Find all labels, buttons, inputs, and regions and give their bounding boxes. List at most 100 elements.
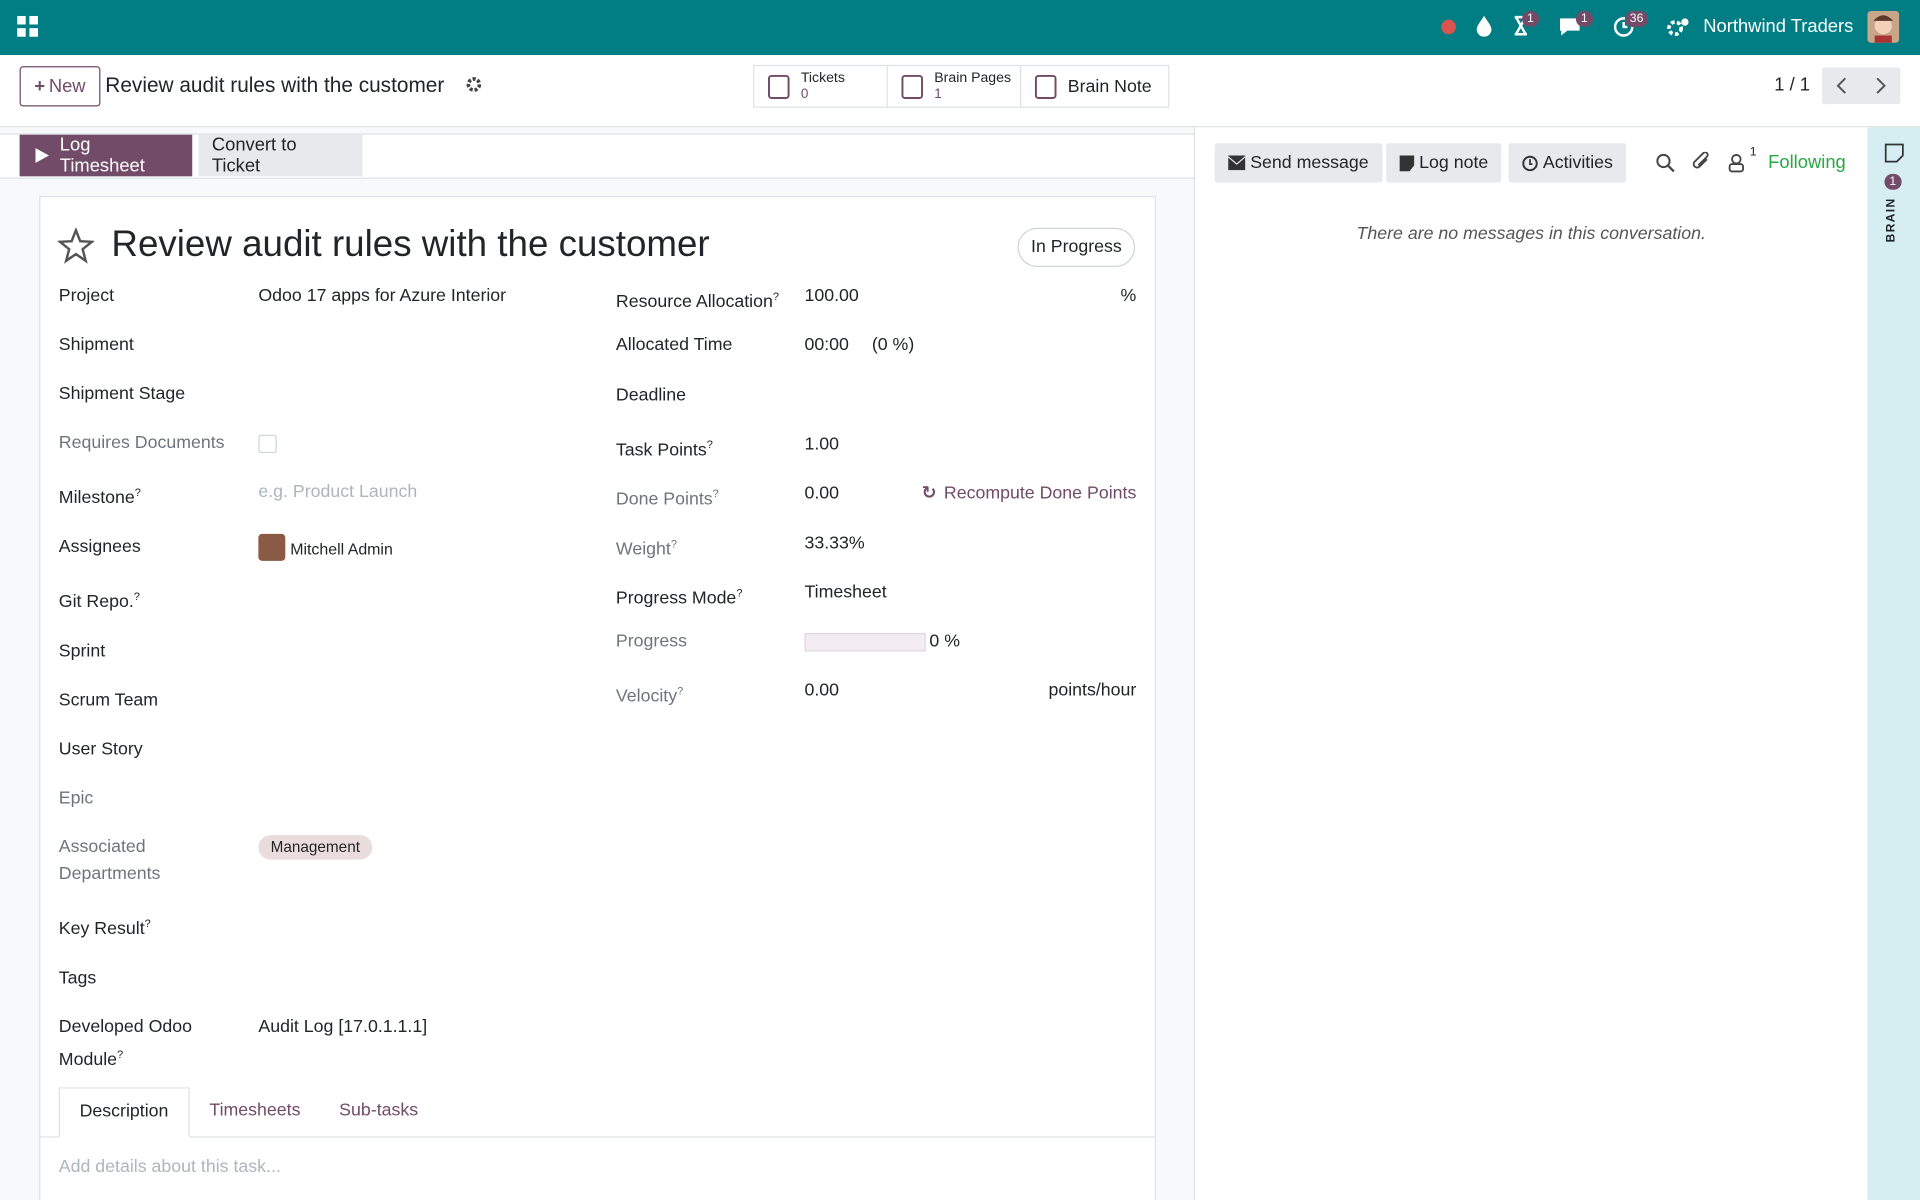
- field-label: Weight?: [616, 530, 812, 563]
- field-value[interactable]: Timesheet: [804, 582, 887, 603]
- priority-star[interactable]: [57, 227, 95, 265]
- field-value[interactable]: 1.00: [804, 434, 840, 455]
- field-label: Allocated Time: [616, 332, 812, 359]
- action-label: Recompute Done Points: [943, 483, 1137, 504]
- tag[interactable]: Management: [258, 835, 373, 860]
- convert-button[interactable]: Convert to Ticket: [198, 134, 363, 177]
- button-label: Activities: [1542, 153, 1613, 173]
- progress-label: 0 %: [929, 631, 961, 652]
- field-label: Sprint: [59, 638, 243, 665]
- tab[interactable]: Description: [58, 1087, 190, 1138]
- help-marker[interactable]: ?: [134, 486, 141, 499]
- help-marker[interactable]: ?: [706, 438, 713, 451]
- tab[interactable]: Timesheets: [209, 1100, 301, 1121]
- help-marker[interactable]: ?: [677, 684, 684, 698]
- field-label: Shipment: [59, 332, 243, 359]
- log-timesheet-button[interactable]: Log Timesheet: [19, 134, 193, 177]
- help-marker[interactable]: ?: [772, 290, 780, 303]
- following-button[interactable]: Following: [1768, 151, 1846, 173]
- mail-icon: [1228, 155, 1246, 171]
- action-button[interactable]: ↻ Recompute Done Points: [891, 480, 1137, 507]
- badge: 1: [1522, 11, 1539, 27]
- drop-icon[interactable]: [1476, 15, 1493, 37]
- attachment-icon[interactable]: [1692, 151, 1712, 174]
- followers-icon[interactable]: [1728, 153, 1745, 173]
- chatter: Send message Log note Activities 1 Follo…: [1195, 127, 1868, 1200]
- smart-icon: [768, 74, 790, 99]
- field-value[interactable]: Audit Log [17.0.1.1.1]: [258, 1017, 428, 1038]
- timer-icon[interactable]: [1512, 15, 1529, 37]
- help-marker[interactable]: ?: [133, 590, 140, 603]
- field-label: User Story: [59, 736, 243, 763]
- label-text: Epic: [58, 788, 94, 809]
- smart-icon: [1034, 74, 1057, 99]
- field-label: Shipment Stage: [59, 381, 243, 408]
- field-value[interactable]: 0.00: [804, 681, 840, 701]
- pager-prev[interactable]: [1832, 76, 1852, 96]
- field-value[interactable]: 100.00: [804, 286, 859, 307]
- followers-count: 1: [1749, 145, 1757, 160]
- activities-button[interactable]: Activities: [1508, 143, 1627, 183]
- smart-count: 0: [800, 86, 809, 102]
- navbar: 1 1 36 Northwind Traders: [0, 0, 1920, 56]
- label-text: Resource Allocation: [615, 292, 773, 313]
- label-text: Tags: [58, 968, 97, 989]
- stage-pill[interactable]: In Progress: [1017, 227, 1136, 267]
- help-marker[interactable]: ?: [712, 487, 719, 500]
- help-marker[interactable]: ?: [144, 917, 151, 930]
- search-icon[interactable]: [1656, 153, 1676, 173]
- new-label: New: [48, 75, 86, 97]
- help-marker[interactable]: ?: [670, 536, 678, 550]
- clock-icon: [1522, 155, 1538, 171]
- log-note-button[interactable]: Log note: [1386, 143, 1502, 183]
- button-label: Send message: [1250, 153, 1369, 173]
- field-value[interactable]: Odoo 17 apps for Azure Interior: [258, 286, 507, 307]
- status-dot[interactable]: [1440, 18, 1457, 35]
- company-name[interactable]: Northwind Traders: [1703, 15, 1854, 37]
- tab[interactable]: Sub-tasks: [339, 1100, 419, 1121]
- chat-icon[interactable]: [1558, 16, 1582, 38]
- label-text: Velocity: [615, 687, 678, 707]
- label-text: Deadline: [615, 385, 687, 405]
- note-icon: [1399, 154, 1415, 171]
- field-unit: points/hour: [1048, 681, 1137, 701]
- label-text: Shipment: [58, 335, 134, 356]
- smart-icon: [901, 74, 924, 99]
- apps-menu[interactable]: [17, 15, 39, 38]
- pager-next[interactable]: [1871, 76, 1891, 96]
- field-placeholder[interactable]: e.g. Product Launch: [258, 482, 418, 503]
- label-text: Scrum Team: [58, 690, 159, 711]
- brain-icon[interactable]: [1884, 143, 1904, 163]
- field-label: Done Points?: [616, 480, 812, 513]
- help-marker[interactable]: ?: [736, 586, 743, 599]
- send-message-button[interactable]: Send message: [1214, 143, 1383, 183]
- user-avatar[interactable]: [1867, 11, 1900, 43]
- smart-text: Brain Note: [1068, 77, 1152, 97]
- help-marker[interactable]: ?: [117, 1048, 124, 1061]
- description-placeholder[interactable]: Add details about this task...: [58, 1157, 281, 1177]
- label-text: Milestone: [58, 488, 135, 508]
- user-name[interactable]: Mitchell Admin: [290, 540, 393, 559]
- field-extra: (0 %): [871, 335, 915, 356]
- field-value[interactable]: 0.00: [804, 483, 840, 504]
- field-label: Assignees: [59, 534, 243, 561]
- field-value[interactable]: 33.33%: [804, 533, 865, 553]
- settings-icon[interactable]: [1667, 16, 1690, 38]
- field-value[interactable]: 00:00: [804, 335, 849, 356]
- new-button[interactable]: + New: [19, 66, 101, 107]
- button-label: Log note: [1419, 153, 1489, 173]
- smart-button[interactable]: Brain Note: [1020, 64, 1170, 108]
- smart-button[interactable]: Tickets 0: [753, 64, 891, 108]
- field-label: Epic: [59, 785, 243, 812]
- smart-label: Brain Pages: [934, 71, 1012, 86]
- gear-icon[interactable]: [465, 76, 482, 93]
- smart-button[interactable]: Brain Pages 1: [886, 64, 1024, 108]
- smart-label: Brain Note: [1067, 76, 1152, 97]
- field-label: Associated Departments: [59, 834, 243, 888]
- checkbox[interactable]: [258, 434, 277, 454]
- smart-count: 1: [934, 86, 942, 102]
- pager: 1 / 1: [1774, 74, 1811, 96]
- notebook-tabs: Description Timesheets Sub-tasks: [40, 1087, 1155, 1138]
- field-label: Git Repo.?: [59, 583, 243, 616]
